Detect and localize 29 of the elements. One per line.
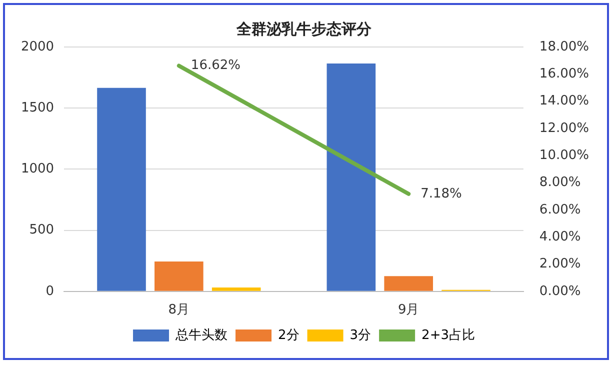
y2-tick-label: 6.00% <box>539 202 581 218</box>
y-tick-label: 0 <box>46 284 54 299</box>
legend-label: 2+3占比 <box>422 328 475 343</box>
data-label: 16.62% <box>190 58 240 74</box>
y-tick-label: 1000 <box>20 162 54 177</box>
legend-label: 总牛头数 <box>174 328 228 343</box>
y2-tick-label: 10.00% <box>539 148 590 163</box>
chart-title: 全群泌乳牛步态评分 <box>236 20 372 38</box>
y-tick-label: 2000 <box>20 39 54 54</box>
bar <box>154 261 204 291</box>
y2-tick-label: 0.00% <box>539 284 581 299</box>
y2-tick-label: 2.00% <box>539 256 581 272</box>
bar <box>212 287 261 291</box>
y2-tick-label: 12.00% <box>539 120 590 136</box>
data-label: 7.18% <box>420 186 462 202</box>
x-tick-label: 9月 <box>398 302 420 318</box>
y-tick-label: 1500 <box>20 100 54 116</box>
y2-tick-label: 4.00% <box>539 229 581 244</box>
bar <box>384 276 433 291</box>
y2-tick-label: 14.00% <box>539 94 590 109</box>
y-tick-label: 500 <box>29 222 54 238</box>
legend-label: 3分 <box>350 328 372 343</box>
x-tick-label: 8月 <box>168 302 190 318</box>
legend-label: 2分 <box>278 328 300 343</box>
y2-tick-label: 18.00% <box>539 39 590 54</box>
y2-tick-label: 16.00% <box>539 66 590 82</box>
bar <box>97 88 146 291</box>
y2-tick-label: 8.00% <box>539 175 581 190</box>
bar <box>326 63 376 291</box>
